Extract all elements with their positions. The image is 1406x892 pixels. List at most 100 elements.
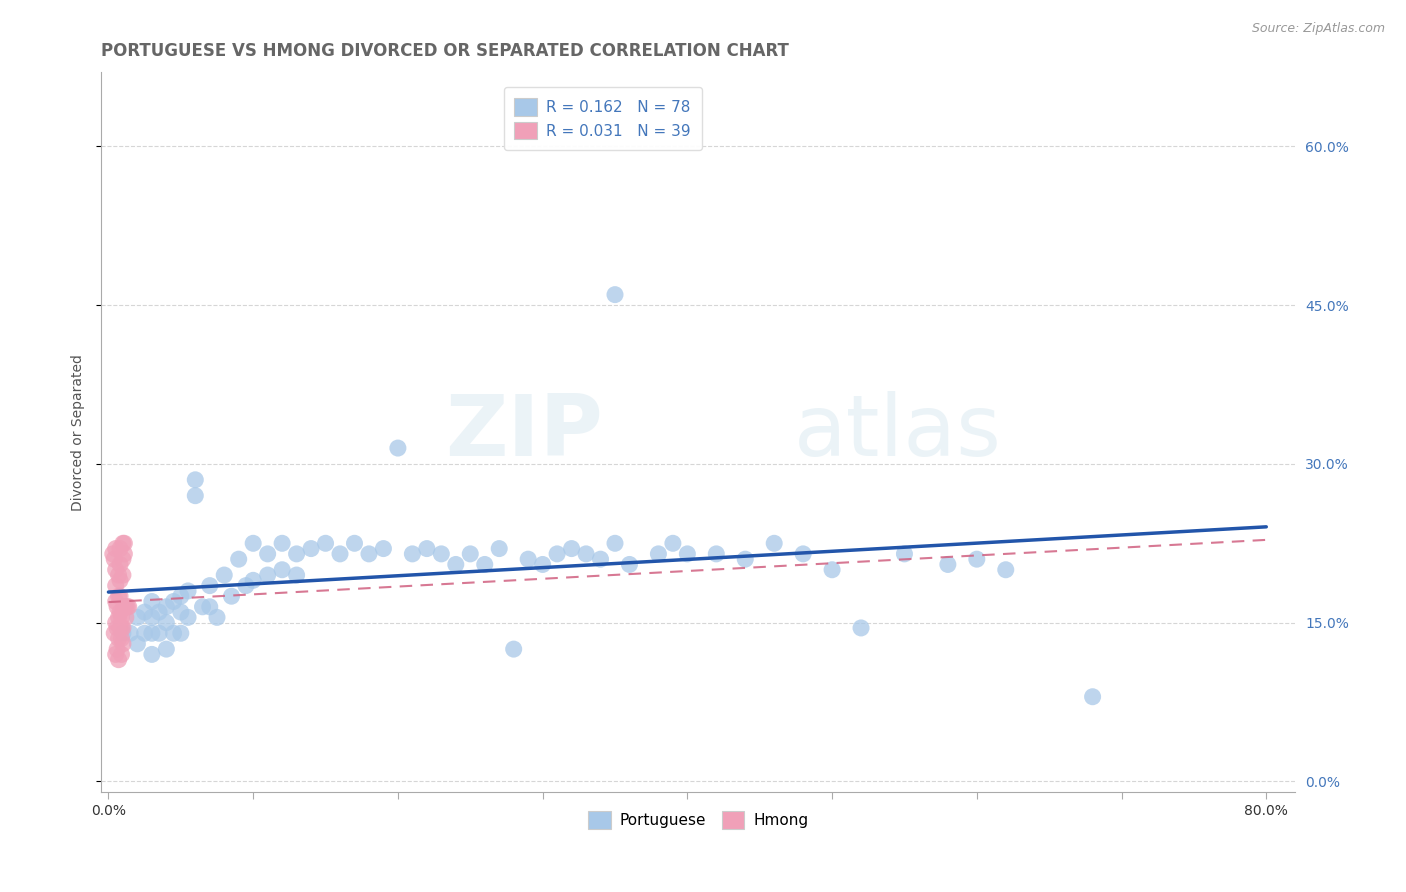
Point — [561, 541, 583, 556]
Point — [343, 536, 366, 550]
Point — [111, 621, 134, 635]
Point — [228, 552, 250, 566]
Point — [120, 626, 142, 640]
Point — [603, 536, 626, 550]
Point — [162, 626, 184, 640]
Point — [107, 610, 129, 624]
Point — [170, 589, 193, 603]
Point — [107, 568, 129, 582]
Point — [104, 648, 127, 662]
Point — [198, 579, 221, 593]
Point — [107, 653, 129, 667]
Point — [531, 558, 554, 572]
Point — [112, 536, 135, 550]
Point — [893, 547, 915, 561]
Point — [235, 579, 257, 593]
Point — [127, 637, 149, 651]
Point — [105, 642, 128, 657]
Point — [792, 547, 814, 561]
Point — [114, 599, 136, 614]
Point — [416, 541, 439, 556]
Point — [110, 610, 132, 624]
Point — [357, 547, 380, 561]
Point — [589, 552, 612, 566]
Point — [162, 594, 184, 608]
Point — [112, 547, 135, 561]
Point — [205, 610, 228, 624]
Text: ZIP: ZIP — [444, 391, 603, 474]
Point — [104, 541, 127, 556]
Point — [141, 610, 163, 624]
Point — [517, 552, 540, 566]
Point — [101, 547, 124, 561]
Point — [401, 547, 423, 561]
Point — [118, 599, 141, 614]
Point — [105, 621, 128, 635]
Legend: Portuguese, Hmong: Portuguese, Hmong — [582, 805, 815, 835]
Point — [117, 599, 139, 614]
Point — [170, 605, 193, 619]
Point — [662, 536, 685, 550]
Point — [107, 632, 129, 646]
Point — [271, 536, 294, 550]
Point — [474, 558, 496, 572]
Point — [256, 547, 278, 561]
Point — [108, 541, 131, 556]
Point — [155, 599, 177, 614]
Point — [373, 541, 395, 556]
Point — [603, 287, 626, 301]
Point — [430, 547, 453, 561]
Point — [110, 648, 132, 662]
Point — [256, 568, 278, 582]
Point — [111, 637, 134, 651]
Point — [546, 547, 568, 561]
Point — [177, 610, 200, 624]
Point — [134, 605, 156, 619]
Point — [387, 441, 409, 455]
Point — [647, 547, 669, 561]
Text: atlas: atlas — [794, 391, 1001, 474]
Point — [502, 642, 524, 657]
Point — [108, 605, 131, 619]
Point — [107, 589, 129, 603]
Point — [966, 552, 988, 566]
Point — [108, 574, 131, 588]
Point — [170, 626, 193, 640]
Point — [285, 547, 308, 561]
Point — [148, 605, 170, 619]
Point — [177, 583, 200, 598]
Point — [821, 563, 844, 577]
Point — [134, 626, 156, 640]
Point — [198, 599, 221, 614]
Point — [105, 599, 128, 614]
Point — [104, 563, 127, 577]
Point — [111, 552, 134, 566]
Point — [676, 547, 699, 561]
Point — [141, 626, 163, 640]
Point — [242, 536, 264, 550]
Point — [148, 626, 170, 640]
Point — [444, 558, 467, 572]
Point — [329, 547, 352, 561]
Point — [108, 589, 131, 603]
Point — [315, 536, 337, 550]
Point — [1081, 690, 1104, 704]
Point — [114, 610, 136, 624]
Point — [155, 615, 177, 630]
Point — [127, 610, 149, 624]
Point — [242, 574, 264, 588]
Point — [191, 599, 214, 614]
Point — [299, 541, 322, 556]
Point — [936, 558, 959, 572]
Point — [184, 473, 207, 487]
Y-axis label: Divorced or Separated: Divorced or Separated — [72, 354, 86, 510]
Point — [994, 563, 1017, 577]
Point — [103, 626, 125, 640]
Point — [704, 547, 727, 561]
Point — [111, 536, 134, 550]
Point — [458, 547, 481, 561]
Point — [619, 558, 641, 572]
Point — [734, 552, 756, 566]
Point — [155, 642, 177, 657]
Point — [212, 568, 235, 582]
